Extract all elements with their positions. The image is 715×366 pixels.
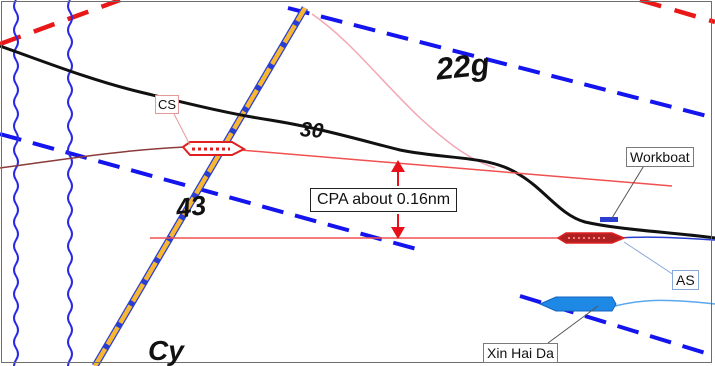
workboat-vessel-label[interactable]: Workboat: [626, 147, 694, 167]
xin-hai-da-label-leader: [547, 305, 599, 344]
depth-sounding-22: 22g: [434, 46, 492, 87]
as-vessel-label[interactable]: AS: [672, 270, 699, 290]
depth-sounding-cy: Cy: [148, 335, 184, 366]
workboat-label-leader: [611, 163, 646, 219]
cpa-arrow-lower: [391, 214, 405, 239]
pink-track-line: [311, 13, 496, 169]
depth-contour-line: [0, 44, 715, 240]
xin-hai-da-vessel-icon[interactable]: [538, 296, 617, 312]
red-dashed-boundary-top-left: [0, 0, 121, 47]
cpa-annotation-box: CPA about 0.16nm: [310, 188, 458, 212]
cs-historic-track: [0, 146, 186, 169]
depth-sounding-43: 43: [173, 190, 208, 224]
xin-hai-da-track-line: [614, 299, 715, 307]
as-label-leader: [623, 241, 675, 276]
workboat-vessel-icon[interactable]: [600, 217, 618, 222]
cs-course-line: [239, 149, 673, 187]
cpa-arrow-upper: [391, 160, 405, 186]
wavy-boundary-line-left: [13, 0, 19, 366]
red-dashed-boundary-top-right: [639, 0, 715, 25]
as-track-line: [619, 236, 715, 241]
cs-vessel-label[interactable]: CS: [155, 95, 180, 114]
as-vessel-icon[interactable]: [556, 232, 626, 244]
cs-label-leader: [171, 109, 191, 146]
xin-hai-da-vessel-label[interactable]: Xin Hai Da: [483, 343, 558, 363]
fairway-line: [93, 6, 307, 366]
depth-sounding-30: 30: [299, 118, 325, 143]
wavy-boundary-line-right: [67, 0, 73, 366]
blue-dashed-boundary-upper: [287, 6, 715, 120]
blue-dashed-boundary-middle: [0, 132, 421, 252]
cs-vessel-icon[interactable]: [181, 141, 247, 156]
